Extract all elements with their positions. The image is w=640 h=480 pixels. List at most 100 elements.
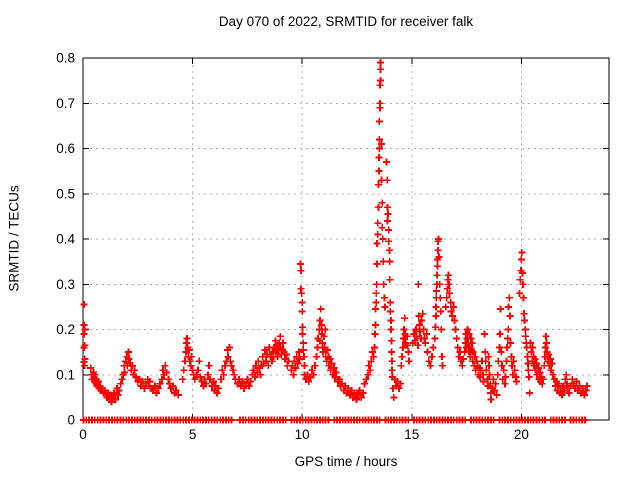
data-point bbox=[397, 362, 405, 370]
data-point bbox=[111, 396, 119, 404]
data-point bbox=[372, 305, 380, 313]
data-point bbox=[434, 246, 442, 254]
data-point bbox=[385, 226, 393, 234]
data-point bbox=[459, 355, 467, 363]
data-point bbox=[493, 391, 501, 399]
data-point bbox=[524, 366, 532, 374]
data-point bbox=[521, 326, 529, 333]
data-point bbox=[367, 357, 375, 365]
data-point bbox=[445, 289, 453, 297]
data-point bbox=[328, 359, 336, 367]
data-point bbox=[299, 339, 307, 347]
data-point bbox=[257, 371, 265, 379]
data-point bbox=[453, 335, 461, 343]
data-point bbox=[505, 294, 513, 302]
data-point bbox=[431, 335, 439, 343]
data-point bbox=[158, 375, 166, 383]
data-point bbox=[468, 339, 476, 347]
data-point bbox=[80, 301, 88, 309]
data-point bbox=[375, 167, 383, 175]
data-point bbox=[455, 353, 463, 361]
x-tick-label: 5 bbox=[189, 427, 197, 442]
data-point bbox=[319, 348, 327, 356]
y-tick-label: 0.8 bbox=[56, 51, 75, 66]
data-point bbox=[323, 357, 331, 365]
data-point bbox=[316, 316, 324, 324]
data-point bbox=[434, 235, 442, 243]
data-point bbox=[541, 344, 549, 352]
data-point bbox=[379, 235, 387, 243]
data-point bbox=[191, 375, 199, 383]
x-axis-title: GPS time / hours bbox=[294, 454, 398, 469]
data-point bbox=[326, 355, 334, 363]
data-point bbox=[164, 375, 172, 383]
data-point bbox=[299, 346, 307, 354]
chart-title: Day 070 of 2022, SRMTID for receiver fal… bbox=[218, 14, 474, 29]
data-point bbox=[561, 375, 569, 383]
data-point bbox=[245, 382, 253, 390]
data-point bbox=[128, 362, 136, 370]
data-point bbox=[214, 384, 222, 392]
data-point bbox=[388, 357, 396, 365]
data-point bbox=[390, 393, 398, 401]
data-point bbox=[517, 255, 525, 263]
data-point bbox=[443, 294, 451, 302]
data-point bbox=[562, 371, 570, 379]
y-tick-label: 0 bbox=[67, 413, 75, 428]
data-point bbox=[372, 298, 380, 306]
y-tick-label: 0.7 bbox=[56, 96, 75, 111]
data-point bbox=[287, 366, 295, 374]
data-point bbox=[549, 371, 557, 379]
data-point bbox=[297, 267, 305, 275]
data-point bbox=[274, 353, 282, 361]
data-point bbox=[582, 387, 590, 395]
data-point bbox=[445, 271, 453, 279]
data-point bbox=[518, 269, 526, 277]
data-point bbox=[161, 362, 169, 370]
data-point bbox=[487, 389, 495, 397]
data-point bbox=[369, 353, 377, 361]
data-point bbox=[91, 371, 99, 379]
data-point bbox=[372, 289, 380, 297]
data-point bbox=[491, 387, 499, 395]
data-point bbox=[426, 362, 434, 370]
data-point bbox=[395, 384, 403, 392]
data-point bbox=[381, 303, 389, 311]
data-point bbox=[399, 344, 407, 352]
data-point bbox=[503, 344, 511, 352]
data-point bbox=[396, 380, 404, 388]
data-point bbox=[262, 357, 270, 365]
data-point bbox=[100, 387, 108, 395]
data-point bbox=[264, 362, 272, 370]
data-point bbox=[513, 378, 521, 386]
data-point bbox=[548, 359, 556, 367]
y-tick-label: 0.4 bbox=[56, 232, 75, 247]
data-point bbox=[187, 362, 195, 370]
data-point bbox=[388, 337, 396, 345]
data-point bbox=[330, 364, 338, 372]
data-point bbox=[380, 294, 388, 302]
data-point bbox=[467, 335, 475, 343]
data-point bbox=[527, 348, 535, 356]
data-point bbox=[516, 276, 524, 284]
data-point bbox=[385, 237, 393, 245]
data-point bbox=[388, 348, 396, 356]
data-point bbox=[107, 398, 115, 406]
data-point bbox=[415, 312, 423, 320]
data-point bbox=[505, 303, 513, 311]
data-point bbox=[323, 346, 331, 354]
data-point bbox=[522, 332, 530, 340]
data-point bbox=[524, 359, 532, 367]
data-point bbox=[386, 276, 394, 284]
data-point bbox=[386, 307, 394, 315]
data-point bbox=[536, 368, 544, 376]
data-point bbox=[449, 303, 457, 311]
x-tick-label: 15 bbox=[404, 427, 419, 442]
data-point bbox=[471, 353, 479, 361]
data-point bbox=[261, 346, 269, 354]
data-point bbox=[527, 339, 535, 347]
data-point bbox=[432, 312, 440, 320]
data-point bbox=[180, 366, 188, 374]
data-point bbox=[573, 378, 581, 386]
data-point bbox=[403, 341, 411, 349]
